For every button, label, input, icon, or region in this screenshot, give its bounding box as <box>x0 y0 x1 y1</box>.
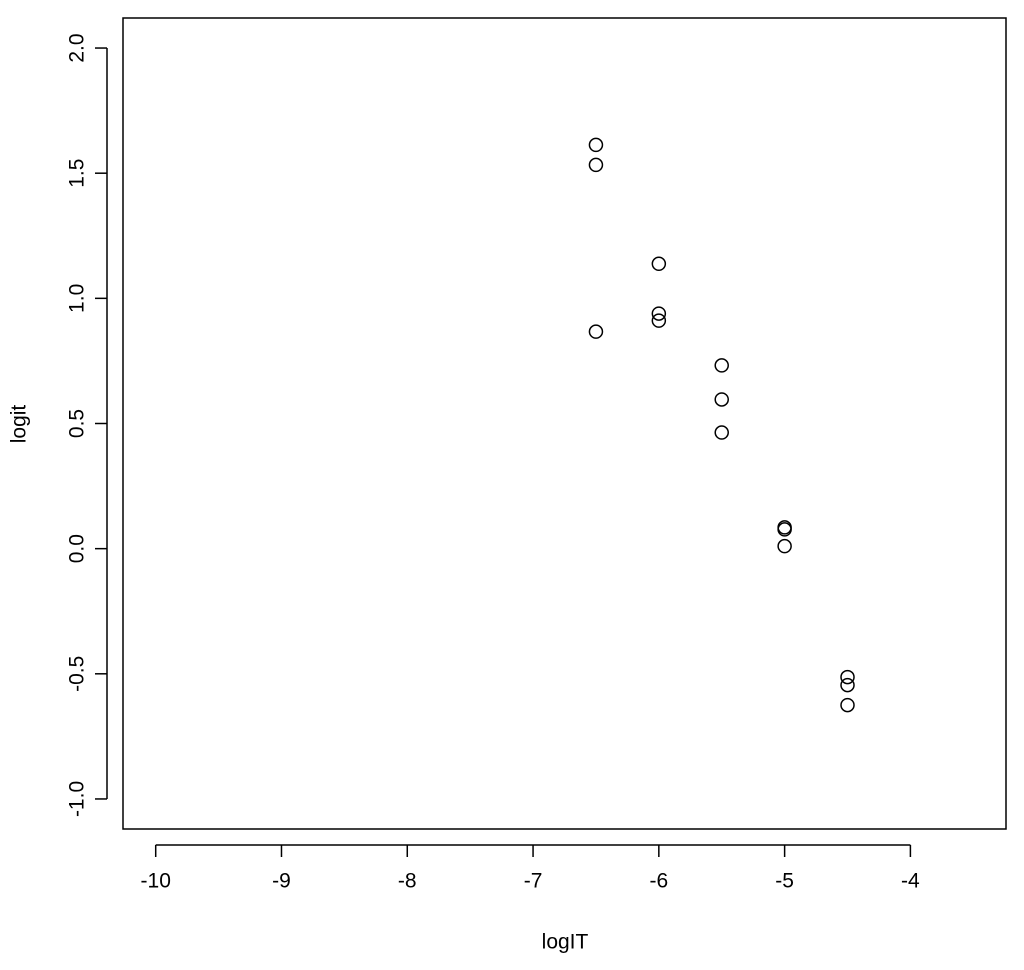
point <box>651 313 667 328</box>
x-tick-label: -9 <box>272 870 291 893</box>
point <box>840 697 855 713</box>
x-tick-label: -6 <box>649 870 668 893</box>
point <box>651 306 667 321</box>
point <box>714 392 729 407</box>
x-tick-label: -10 <box>141 870 171 893</box>
x-axis-label: logIT <box>542 931 589 954</box>
point <box>840 669 855 685</box>
y-tick-label: 1.0 <box>66 284 89 313</box>
y-tick-label: 0.5 <box>66 409 89 438</box>
point <box>588 157 604 173</box>
point <box>588 137 604 153</box>
y-tick-label: 0.0 <box>66 534 89 563</box>
y-tick-label: 2.0 <box>66 33 89 62</box>
y-axis-label: logit <box>8 405 31 444</box>
y-tick-label: -0.5 <box>66 656 89 692</box>
x-tick-label: -4 <box>901 870 920 893</box>
plot-box <box>122 17 1007 830</box>
x-tick-label: -8 <box>398 870 417 893</box>
x-tick-label: -7 <box>524 870 543 893</box>
point <box>714 358 729 373</box>
y-tick-label: 1.5 <box>66 159 89 188</box>
y-tick-label: -1.0 <box>66 781 89 817</box>
point <box>588 324 604 339</box>
point <box>714 425 729 440</box>
point <box>777 522 792 537</box>
point <box>840 677 855 693</box>
point <box>651 256 667 272</box>
x-tick-label: -5 <box>775 870 794 893</box>
point <box>777 538 792 554</box>
